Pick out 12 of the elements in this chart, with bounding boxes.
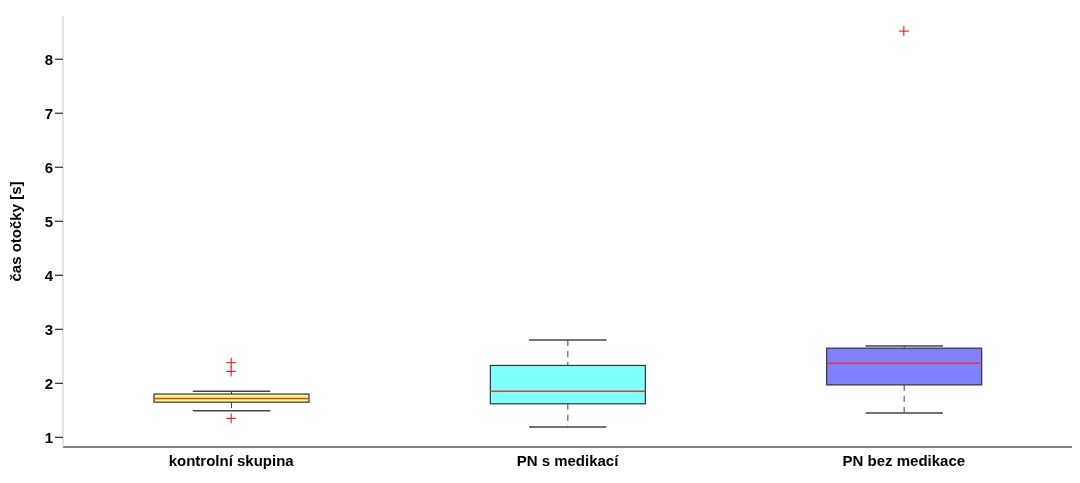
y-tick-label: 3 <box>44 320 53 338</box>
y-tick-label: 8 <box>44 50 53 68</box>
y-tick-label: 1 <box>44 428 53 446</box>
x-tick-label: kontrolní skupina <box>168 451 295 469</box>
y-tick-label: 7 <box>44 104 53 122</box>
y-tick-label: 5 <box>44 212 53 230</box>
x-tick-label: PN s medikací <box>516 451 620 469</box>
y-tick-label: 6 <box>44 158 53 176</box>
x-tick-label: PN bez medikace <box>842 451 966 469</box>
y-axis-title: čas otočky [s] <box>7 181 25 282</box>
y-tick-label: 4 <box>44 266 54 284</box>
y-tick-label: 2 <box>44 374 53 392</box>
